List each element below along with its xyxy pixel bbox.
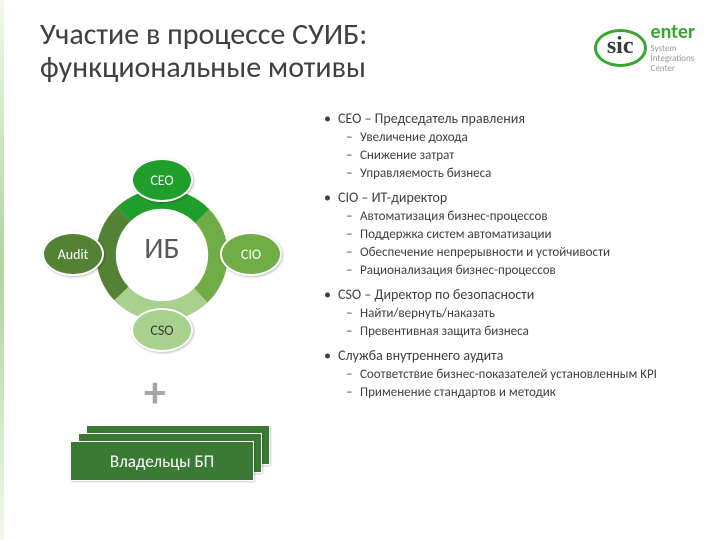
logo-sic: sic — [607, 33, 634, 60]
bullet-level2: Снижение затрат — [320, 148, 700, 165]
bullet-level2: Увеличение дохода — [320, 130, 700, 147]
bullet-title: CSO – Директор по безопасности — [338, 286, 534, 303]
bullet-level2: Поддержка систем автоматизации — [320, 227, 700, 244]
slide-title: Участие в процессе СУИБ: функциональные … — [40, 18, 520, 84]
plus-icon: + — [144, 370, 166, 414]
bp-owners-stack: Владельцы БП — [70, 425, 270, 481]
bullet-level2: Применение стандартов и методик — [320, 385, 700, 402]
bullet-title: CEO – Председатель правления — [338, 110, 525, 127]
roles-diagram: ИБ CEO CIO CSO Audit + Владельцы БП — [20, 140, 300, 370]
bullet-title: CIO – ИТ-директор — [338, 189, 447, 206]
slide-accent-bar — [0, 0, 4, 540]
bullet-level2: Автоматизация бизнес-процессов — [320, 209, 700, 226]
bullet-title: Служба внутреннего аудита — [338, 347, 503, 364]
node-cio-label: CIO — [241, 246, 261, 263]
bullet-level2: Обеспечение непрерывности и устойчивости — [320, 245, 700, 262]
company-logo: sic enter System Integrations Center — [594, 20, 695, 74]
logo-sub3: Center — [651, 64, 695, 74]
bp-box-front: Владельцы БП — [70, 441, 254, 481]
node-audit: Audit — [42, 232, 104, 276]
bp-label: Владельцы БП — [110, 451, 214, 472]
node-audit-label: Audit — [58, 246, 89, 263]
node-ceo-label: CEO — [150, 172, 173, 189]
bullet-list: CEO – Председатель правления Увеличение д… — [320, 110, 700, 408]
bullet-level1: CEO – Председатель правления — [320, 110, 700, 128]
bullet-level2: Превентивная защита бизнеса — [320, 324, 700, 341]
bullet-level1: Служба внутреннего аудита — [320, 347, 700, 365]
center-label: ИБ — [130, 230, 194, 267]
node-cso: CSO — [131, 308, 193, 352]
title-line2: функциональные мотивы — [40, 49, 366, 86]
title-line1: Участие в процессе СУИБ: — [40, 16, 367, 53]
bullet-level1: CSO – Директор по безопасности — [320, 286, 700, 304]
logo-enter: enter — [651, 20, 695, 44]
node-cio: CIO — [220, 232, 282, 276]
bullet-level2: Рационализация бизнес-процессов — [320, 263, 700, 280]
node-cso-label: CSO — [150, 322, 173, 339]
bullet-level2: Управляемость бизнеса — [320, 166, 700, 183]
node-ceo: CEO — [131, 158, 193, 202]
bullet-level2: Соответствие бизнес-показателей установл… — [320, 367, 700, 384]
bullet-level2: Найти/вернуть/наказать — [320, 306, 700, 323]
bullet-level1: CIO – ИТ-директор — [320, 189, 700, 207]
